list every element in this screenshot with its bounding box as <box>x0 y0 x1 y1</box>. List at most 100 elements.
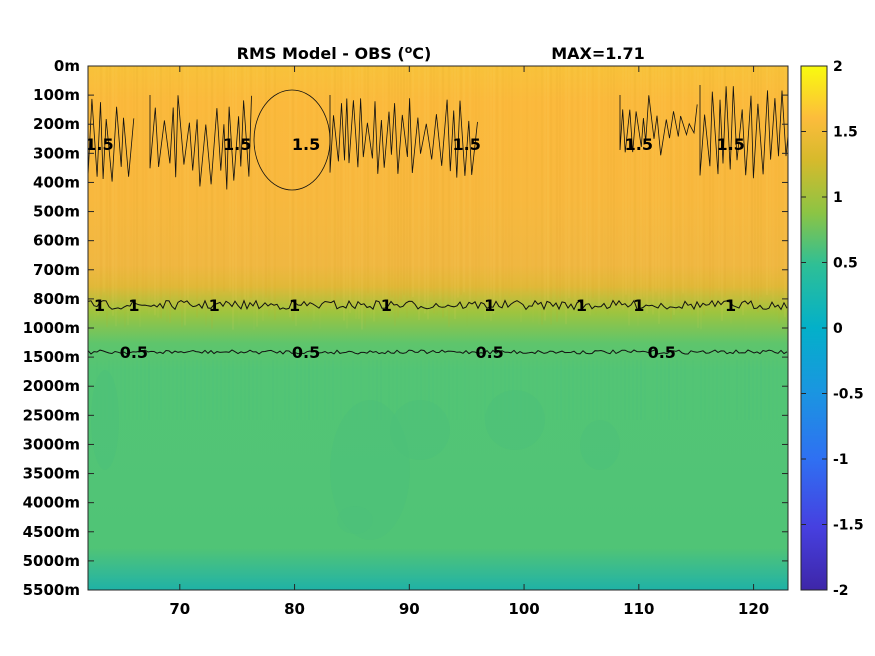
streak <box>118 66 120 323</box>
streak <box>444 360 446 420</box>
streak <box>577 66 579 300</box>
streak <box>217 66 219 313</box>
streak <box>436 66 438 315</box>
streak <box>517 66 519 303</box>
streak <box>721 66 723 321</box>
streak <box>644 360 646 420</box>
streak <box>324 360 326 420</box>
streak <box>445 66 447 317</box>
streak <box>469 66 471 302</box>
streak <box>583 66 585 312</box>
streak <box>460 66 462 296</box>
streak <box>667 66 669 316</box>
streak <box>768 360 770 420</box>
streak <box>320 360 322 420</box>
y-tick-label: 3500m <box>23 465 80 483</box>
contour-label: 1.5 <box>453 135 481 154</box>
x-tick-label: 100 <box>508 600 539 618</box>
streak <box>340 360 342 420</box>
contour-label: 0.5 <box>648 343 676 362</box>
streak <box>739 66 741 306</box>
streak <box>236 360 238 420</box>
streak <box>160 66 162 319</box>
streak <box>568 66 570 299</box>
streak <box>661 66 663 299</box>
streak <box>580 66 582 302</box>
streak <box>652 360 654 420</box>
streak <box>550 66 552 325</box>
contour-labels: 1.5 1.5 1.5 1.5 1.5 1.5 1 1 1 1 1 1 1 1 1 0.5 0.5 0.5 0.5 <box>85 135 745 362</box>
streak <box>276 360 278 420</box>
x-tick-label: 70 <box>169 600 190 618</box>
streak <box>452 360 454 420</box>
streak <box>268 360 270 420</box>
streak <box>505 66 507 293</box>
streak <box>716 360 718 420</box>
streak <box>502 66 504 310</box>
streak <box>552 360 554 420</box>
streak <box>538 66 540 325</box>
streak <box>632 360 634 420</box>
streak <box>634 66 636 295</box>
colorbar-tick-label: -1 <box>833 452 849 468</box>
streak <box>216 360 218 420</box>
streak <box>172 66 174 296</box>
streak <box>604 360 606 420</box>
streak <box>764 360 766 420</box>
streak <box>274 66 276 321</box>
streak <box>256 360 258 420</box>
y-tick-label: 4500m <box>23 523 80 541</box>
heatmap-field <box>88 66 788 590</box>
streak <box>160 360 162 420</box>
title-unit-superscript: o <box>405 43 413 56</box>
streak <box>700 360 702 420</box>
streak <box>610 66 612 294</box>
streak <box>673 66 675 315</box>
streak <box>337 66 339 290</box>
contour-label: 1 <box>94 296 105 315</box>
streak <box>751 66 753 304</box>
streak <box>571 66 573 306</box>
contour-1.5 <box>149 95 252 190</box>
streak <box>670 66 672 320</box>
contour-1.5 <box>699 85 788 179</box>
streak <box>565 66 567 325</box>
streak <box>325 66 327 314</box>
colorbar-tick-label: 1 <box>833 190 843 206</box>
streak <box>331 66 333 310</box>
streak <box>568 360 570 420</box>
streak <box>169 66 171 323</box>
streak <box>252 360 254 420</box>
streak <box>784 360 786 420</box>
streak <box>492 360 494 420</box>
streak <box>757 66 759 313</box>
streak <box>679 66 681 313</box>
contour-label: 1 <box>725 296 736 315</box>
contour-lines <box>88 85 788 355</box>
streak <box>224 360 226 420</box>
streak <box>664 360 666 420</box>
streak <box>613 66 615 303</box>
streak <box>637 66 639 326</box>
plot-area: 1.5 1.5 1.5 1.5 1.5 1.5 1 1 1 1 1 1 1 1 1 0.5 0.5 0.5 0.5 <box>85 66 788 590</box>
streak <box>140 360 142 420</box>
streak <box>658 66 660 324</box>
streak <box>432 360 434 420</box>
streak <box>624 360 626 420</box>
streak <box>380 360 382 420</box>
contour-label: 1 <box>484 296 495 315</box>
streak <box>316 360 318 420</box>
streak <box>541 66 543 325</box>
streak <box>511 66 513 293</box>
streak <box>187 66 189 302</box>
contour-label: 1.5 <box>85 135 113 154</box>
streak <box>304 66 306 298</box>
streak <box>248 360 250 420</box>
streak <box>343 66 345 321</box>
streak <box>480 360 482 420</box>
y-tick-label: 200m <box>33 115 80 133</box>
streak <box>301 66 303 290</box>
streak <box>708 360 710 420</box>
streak <box>313 66 315 321</box>
streak <box>732 360 734 420</box>
